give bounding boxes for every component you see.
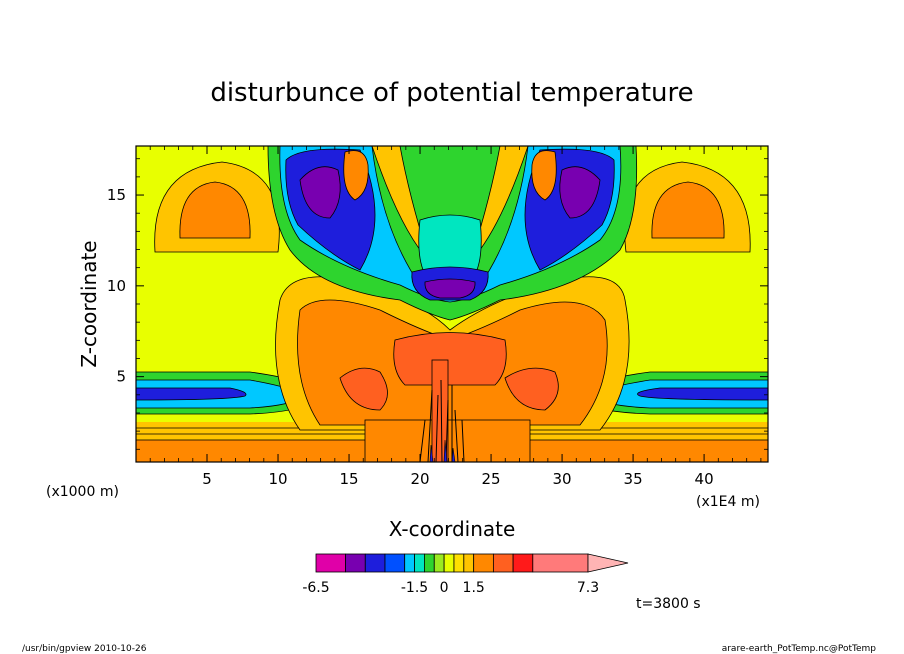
x-tick-label: 35 <box>624 470 643 488</box>
colorbar-box <box>433 553 445 573</box>
plume-lightblue <box>418 214 482 283</box>
colorbar-box <box>414 553 425 573</box>
cold-core-right <box>559 166 601 219</box>
x-axis-ticks: 5 10 15 20 25 30 35 40 <box>149 146 762 488</box>
y-axis-ticks: 5 10 15 <box>107 158 768 450</box>
colorbar-box <box>512 553 534 573</box>
dome-left-inner <box>179 181 251 239</box>
x-tick-label: 25 <box>482 470 501 488</box>
chart-title: disturbunce of potential temperature <box>210 78 693 108</box>
colorbar-box <box>345 553 366 573</box>
colorbar-box <box>404 553 415 573</box>
time-annotation: t=3800 s <box>636 596 701 612</box>
footer-left: /usr/bin/gpview 2010-10-26 <box>22 644 147 654</box>
colorbar-box <box>473 553 494 573</box>
colorbar <box>315 553 629 573</box>
colorbar-box <box>384 553 406 573</box>
colorbar-box <box>364 553 386 573</box>
cold-core-left <box>299 166 341 219</box>
colorbar-box <box>532 553 589 573</box>
y-tick-label: 5 <box>116 368 126 386</box>
x-tick-label: 5 <box>202 470 212 488</box>
x-tick-label: 10 <box>268 470 287 488</box>
colorbar-tick-label: 0 <box>440 580 449 596</box>
x-tick-label: 20 <box>410 470 429 488</box>
plume-orange-left <box>343 150 369 201</box>
y-axis-label: Z-coordinate <box>77 240 101 367</box>
colorbar-box <box>453 553 465 573</box>
plume-purple-center <box>424 278 476 299</box>
colorbar-tick-label: -1.5 <box>401 580 428 596</box>
y-axis-unit: (x1000 m) <box>46 484 119 500</box>
colorbar-box <box>463 553 475 573</box>
colorbar-box <box>424 553 435 573</box>
column-blue-spikes <box>429 439 456 462</box>
y-tick-label: 15 <box>107 186 126 204</box>
warm-core-center <box>393 332 507 386</box>
x-tick-label: 15 <box>339 470 358 488</box>
x-tick-label: 30 <box>553 470 572 488</box>
x-axis-label: X-coordinate <box>389 517 516 541</box>
footer-right: arare-earth_PotTemp.nc@PotTemp <box>722 644 877 654</box>
warm-core-right <box>504 367 559 411</box>
x-tick-label: 40 <box>695 470 714 488</box>
colorbar-extend-arrow <box>587 553 629 573</box>
colorbar-tick-label: -6.5 <box>302 580 329 596</box>
colorbar-box <box>443 553 455 573</box>
column-contours <box>419 379 465 462</box>
plot-area <box>136 146 768 462</box>
colorbar-box <box>315 553 346 573</box>
colorbar-tick-labels: -6.5 -1.5 0 1.5 7.3 <box>302 580 599 596</box>
colorbar-tick-label: 1.5 <box>463 580 485 596</box>
colorbar-tick-label: 7.3 <box>577 580 599 596</box>
dome-right-inner <box>651 181 725 239</box>
band-right-blue <box>637 387 768 401</box>
warm-core-left <box>339 367 388 411</box>
band-left-blue <box>136 387 247 401</box>
x-axis-unit: (x1E4 m) <box>696 494 760 510</box>
plume-orange-right <box>531 150 557 201</box>
y-tick-label: 10 <box>107 277 126 295</box>
colorbar-box <box>492 553 514 573</box>
